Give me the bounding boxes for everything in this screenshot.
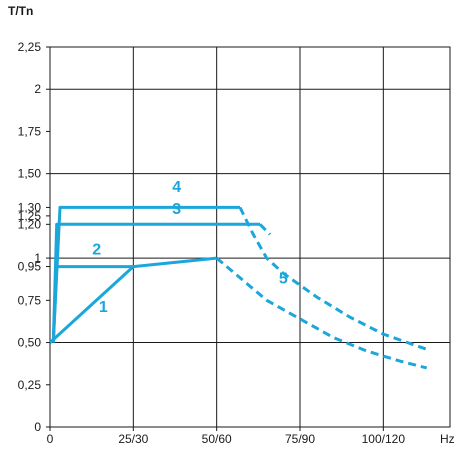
x-axis-title: Hz [440,432,455,446]
plot-border [49,46,451,428]
y-axis-title: T/Tn [8,4,33,18]
y-tick-label: 1,25 [18,209,42,223]
curve-labels: 1 2 3 4 5 [92,179,288,316]
y-tick-label: 1,50 [18,167,42,181]
y-tick-label: 0 [34,420,41,434]
curve-label-1: 1 [99,299,108,316]
x-tick-label: 0 [47,432,54,446]
y-tick-label: 0,50 [18,336,42,350]
x-tick-label: 25/30 [118,432,148,446]
y-tick-label: 1,30 [18,200,42,214]
x-tick-label: 50/60 [202,432,232,446]
y-tick-label: 1 [34,251,41,265]
x-tick-label: 100/120 [362,432,406,446]
curve-label-5: 5 [279,270,288,287]
curve-label-3: 3 [172,201,181,218]
tick-labels: 00,250,500,750,9511,201,251,301,501,7522… [18,40,406,446]
y-tick-label: 0,95 [18,260,42,274]
curve-3 [51,222,260,343]
curve-4 [51,205,240,343]
curve-extension-6 [258,223,272,236]
y-tick-label: 0,75 [18,293,42,307]
y-tick-label: 2,25 [18,40,42,54]
y-tick-label: 1,20 [18,217,42,231]
grid [50,47,450,427]
curve-5 [215,256,428,370]
y-tick-label: 1,75 [18,124,42,138]
series-group [48,205,428,370]
x-tick-label: 75/90 [285,432,315,446]
curve-extension-5 [238,206,428,351]
curve-label-2: 2 [92,242,101,259]
curve-label-4: 4 [172,179,181,196]
y-tick-label: 0,25 [18,378,42,392]
y-tick-label: 2 [34,82,41,96]
